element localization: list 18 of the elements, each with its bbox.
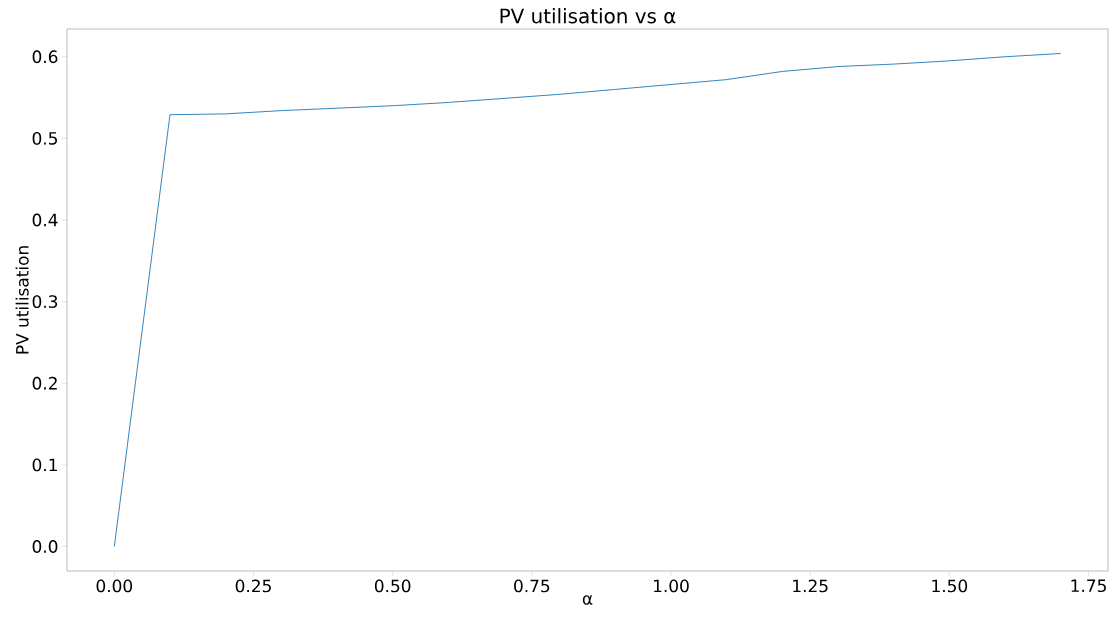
y-tick-label: 0.4 <box>32 213 58 227</box>
y-tick-label: 0.5 <box>32 131 57 145</box>
x-tick-label: 1.25 <box>793 579 828 593</box>
x-tick-label: 1.00 <box>654 579 689 593</box>
chart-title: PV utilisation vs α <box>500 8 676 24</box>
x-tick-label: 1.75 <box>1071 579 1106 593</box>
y-tick-label: 0.0 <box>32 540 58 553</box>
y-tick-label: 0.6 <box>32 50 58 64</box>
y-axis-title: PV utilisation <box>15 246 29 354</box>
y-tick-label: 0.3 <box>32 295 58 309</box>
x-tick-label: 0.50 <box>374 579 411 593</box>
x-tick-label: 0.75 <box>514 579 550 593</box>
x-tick-label: 1.50 <box>932 579 968 593</box>
y-tick-label: 0.1 <box>32 458 57 472</box>
y-tick-label: 0.2 <box>32 376 57 390</box>
x-axis-title: α <box>582 595 593 605</box>
x-tick-label: 0.00 <box>96 579 133 593</box>
x-tick-label: 0.25 <box>235 579 271 593</box>
